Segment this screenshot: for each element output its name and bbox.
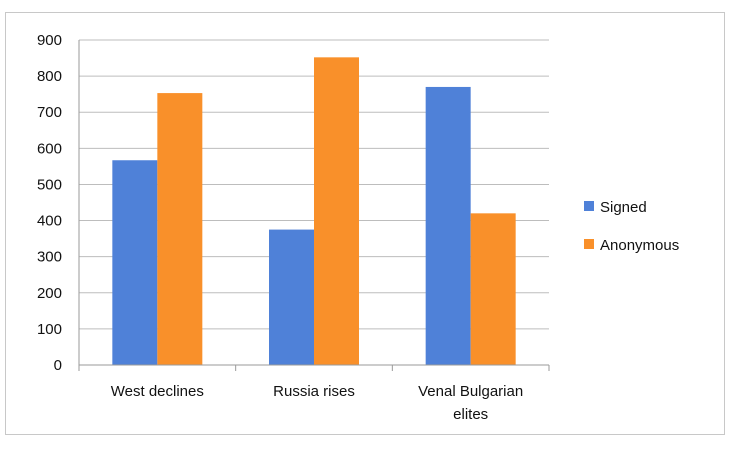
bar-anonymous <box>157 93 203 365</box>
category-label: Russia rises <box>273 383 355 400</box>
y-tick-label: 100 <box>37 321 62 338</box>
category-label: Venal Bulgarian <box>418 383 523 400</box>
legend-swatch-anonymous <box>584 239 594 249</box>
bar-signed <box>112 160 158 365</box>
legend-label-signed: Signed <box>600 199 647 216</box>
y-tick-label: 800 <box>37 68 62 85</box>
legend: Signed Anonymous <box>584 199 679 254</box>
y-tick-label: 0 <box>54 357 62 374</box>
y-tick-label: 600 <box>37 140 62 157</box>
category-label: elites <box>453 406 488 423</box>
bar-signed <box>269 229 314 365</box>
y-tick-label: 400 <box>37 213 62 230</box>
bars <box>112 57 516 365</box>
y-tick-label: 700 <box>37 104 62 121</box>
axes <box>78 40 550 371</box>
y-tick-label: 300 <box>37 249 62 266</box>
bar-anonymous <box>470 213 516 365</box>
y-tick-label: 500 <box>37 176 62 193</box>
bar-anonymous <box>314 57 359 365</box>
y-tick-label: 200 <box>37 285 62 302</box>
y-tick-labels: 0 100 200 300 400 500 600 700 800 900 <box>37 32 62 374</box>
category-label: West declines <box>111 383 204 400</box>
legend-label-anonymous: Anonymous <box>600 237 679 254</box>
legend-swatch-signed <box>584 201 594 211</box>
category-labels: West declines Russia rises Venal Bulgarian… <box>111 383 523 423</box>
y-tick-label: 900 <box>37 32 62 49</box>
bar-signed <box>425 86 471 365</box>
